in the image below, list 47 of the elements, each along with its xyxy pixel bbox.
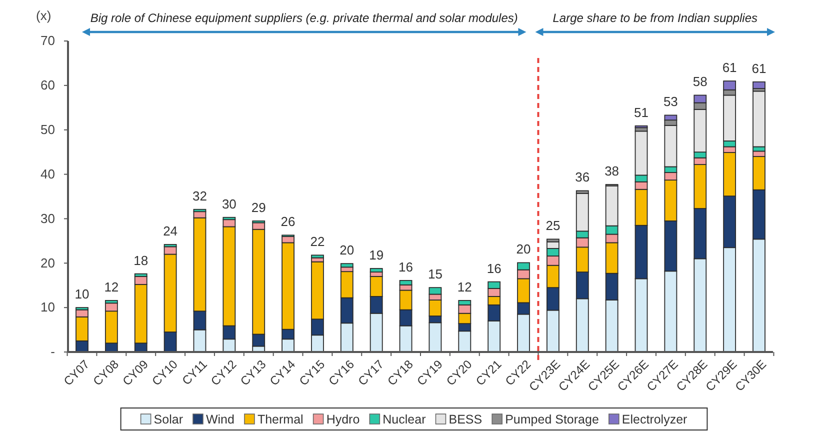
total-label: 25 bbox=[546, 218, 560, 234]
y-axis-title: (x) bbox=[36, 8, 52, 23]
total-label: 26 bbox=[280, 214, 296, 230]
legend-label: Pumped Storage bbox=[505, 412, 599, 426]
total-label: 22 bbox=[310, 234, 325, 250]
bar bbox=[752, 90, 766, 148]
total-label: 16 bbox=[486, 260, 502, 276]
total-label: 12 bbox=[104, 279, 119, 294]
total-label: 20 bbox=[516, 242, 531, 257]
total-label: 20 bbox=[340, 242, 354, 258]
legend-label: Nuclear bbox=[382, 412, 426, 426]
y-tick-label: 40 bbox=[40, 166, 55, 182]
total-label: 36 bbox=[575, 170, 590, 185]
total-label: 58 bbox=[692, 74, 708, 90]
total-label: 16 bbox=[398, 259, 414, 274]
y-tick-label: 60 bbox=[40, 78, 55, 93]
total-label: 61 bbox=[722, 60, 737, 75]
total-label: 51 bbox=[634, 104, 648, 120]
legend-label: Hydro bbox=[326, 412, 360, 426]
text: Big role of Chinese equipment suppliers (e.g. private thermal and solar modules) bbox=[90, 11, 518, 25]
total-label: 29 bbox=[251, 200, 266, 215]
total-label: 61 bbox=[752, 60, 766, 76]
total-label: 38 bbox=[604, 164, 620, 179]
total-label: 18 bbox=[134, 252, 148, 268]
y-tick-label: 30 bbox=[40, 210, 55, 226]
legend-label: Electrolyzer bbox=[622, 412, 688, 426]
total-label: 53 bbox=[663, 94, 678, 110]
total-label: 32 bbox=[192, 188, 207, 204]
y-tick-label: 50 bbox=[40, 122, 55, 138]
y-tick-label: - bbox=[50, 344, 55, 360]
bar bbox=[752, 81, 766, 89]
legend-label: BESS bbox=[448, 412, 482, 426]
legend-label: Solar bbox=[154, 412, 183, 426]
total-label: 30 bbox=[222, 196, 236, 212]
total-label: 15 bbox=[428, 266, 442, 282]
total-label: 24 bbox=[163, 223, 178, 238]
text: Large share to be from Indian supplies bbox=[552, 11, 758, 25]
total-label: 12 bbox=[457, 279, 472, 294]
y-tick-label: 20 bbox=[40, 255, 55, 270]
bar bbox=[340, 263, 354, 268]
bar bbox=[311, 254, 324, 258]
y-tick-label: 70 bbox=[40, 33, 55, 48]
total-label: 19 bbox=[369, 247, 384, 262]
legend-label: Wind bbox=[206, 412, 235, 426]
y-tick-label: 10 bbox=[40, 300, 55, 315]
total-label: 10 bbox=[74, 286, 90, 302]
legend-label: Thermal bbox=[257, 412, 304, 426]
